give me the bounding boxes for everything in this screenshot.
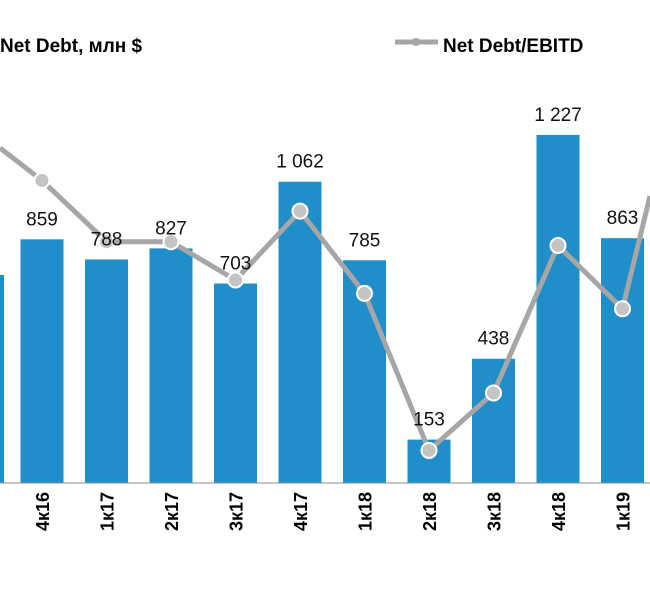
- x-tick-label: 4к17: [291, 492, 311, 531]
- partial-bar-left: [0, 275, 4, 483]
- bar-value-label: 153: [413, 410, 445, 431]
- bar-2к17: [149, 248, 193, 483]
- bar-value-label: 827: [155, 218, 187, 239]
- line-point-2к17: [162, 233, 180, 251]
- line-point-1к17: [98, 233, 115, 251]
- bar-value-label: 703: [220, 254, 252, 275]
- line-point-1к19: [614, 300, 631, 318]
- bar-value-label: 438: [478, 329, 510, 350]
- bar-3к17: [214, 283, 257, 483]
- line-point-1к18: [356, 284, 373, 302]
- bar-3к18: [472, 358, 515, 483]
- bar-value-label: 785: [349, 230, 381, 251]
- bar-1к19: [601, 238, 644, 483]
- bar-value-label: 1 062: [276, 152, 324, 173]
- x-tick-label: 2к17: [162, 492, 182, 531]
- x-tick-label: 4к16: [33, 492, 53, 531]
- line-point-4к18: [549, 237, 567, 255]
- x-tick-label: 3к18: [485, 492, 505, 531]
- line-point-4к17: [291, 202, 309, 220]
- x-tick-label: 1к18: [356, 492, 376, 531]
- x-tick-label: 3к17: [227, 492, 247, 531]
- x-tick-label: 1к19: [614, 492, 634, 531]
- line-series-path: [0, 146, 650, 453]
- bar-4к16: [20, 239, 64, 483]
- bar-4к18: [536, 134, 580, 483]
- bar-value-label: 859: [26, 209, 58, 230]
- legend-bar-label: Net Debt, млн $: [0, 36, 143, 57]
- x-tick-label: 4к18: [549, 492, 569, 531]
- bar-1к17: [85, 259, 128, 483]
- x-tick-label: 1к17: [98, 492, 118, 531]
- line-point-3к17: [227, 271, 244, 289]
- line-point-3к18: [485, 384, 502, 402]
- x-tick-label: 2к18: [420, 492, 440, 531]
- legend-line-label: Net Debt/EBITD: [443, 36, 583, 57]
- bar-value-label: 1 227: [534, 105, 582, 126]
- bar-value-label: 863: [607, 208, 639, 229]
- bar-value-label: 788: [91, 229, 123, 250]
- line-point-4к16: [33, 171, 51, 189]
- legend: Net Debt, млн $ Net Debt/EBITD: [0, 36, 583, 57]
- legend-line-marker: [412, 38, 420, 46]
- line-point-2к18: [420, 441, 438, 459]
